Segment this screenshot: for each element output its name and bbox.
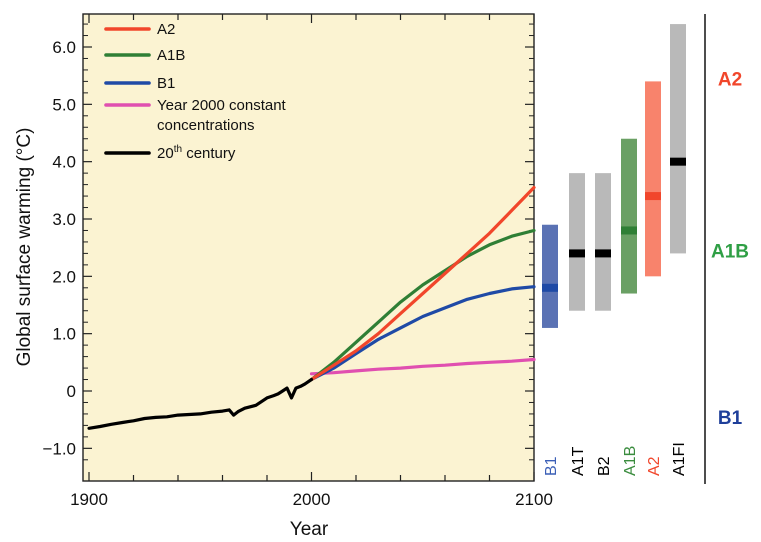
- x-tick-label: 2100: [515, 490, 553, 509]
- y-axis-label: Global surface warming (°C): [14, 128, 35, 367]
- side-label-b1: B1: [718, 408, 743, 429]
- x-tick-label: 1900: [70, 490, 108, 509]
- y-tick-label: 0: [67, 382, 76, 401]
- range-label-a1t: A1T: [570, 446, 587, 476]
- range-label-a1fi: A1FI: [671, 442, 688, 476]
- range-best-b2: [595, 249, 611, 258]
- y-tick-label: 3.0: [52, 210, 76, 229]
- range-bar-a2: [645, 81, 661, 277]
- series-line-b1: [309, 285, 536, 382]
- y-tick-label: 2.0: [52, 267, 76, 286]
- legend-label-sup: th: [174, 144, 182, 155]
- range-best-b1: [542, 283, 558, 292]
- series-line-a1b: [309, 228, 536, 382]
- range-bar-a1b: [621, 138, 637, 294]
- range-bar-b1: [542, 224, 558, 328]
- legend-label: Year 2000 constant: [157, 97, 287, 114]
- legend-label: A2: [157, 21, 175, 38]
- range-bar-b2: [595, 173, 611, 311]
- side-label-a1b: A1B: [711, 242, 749, 263]
- y-tick-label: 6.0: [52, 38, 76, 57]
- legend-label: 20th century: [157, 144, 236, 162]
- y-tick-label: 5.0: [52, 95, 76, 114]
- range-label-b2: B2: [596, 456, 613, 476]
- y-tick-label: 1.0: [52, 325, 76, 344]
- range-label-a1b: A1B: [622, 446, 639, 476]
- x-axis-label: Year: [290, 519, 329, 540]
- range-best-a1fi: [670, 157, 686, 166]
- legend-label: A1B: [157, 47, 185, 64]
- range-bar-a1t: [569, 173, 585, 311]
- legend-label-rest: century: [182, 145, 236, 162]
- y-tick-label: 4.0: [52, 153, 76, 172]
- series-line-20th-century: [87, 377, 314, 430]
- range-label-b1: B1: [543, 456, 560, 476]
- series-line-a2: [309, 185, 536, 382]
- series-line-year-2000-constant-concentrations: [309, 357, 536, 376]
- range-best-a1b: [621, 226, 637, 235]
- side-label-a2: A2: [718, 70, 742, 91]
- legend-label-line2: concentrations: [157, 117, 255, 134]
- y-tick-label: −1.0: [42, 439, 76, 458]
- legend-label: B1: [157, 75, 175, 92]
- plot-area: [82, 13, 535, 482]
- range-label-a2: A2: [646, 456, 663, 476]
- range-best-a1t: [569, 249, 585, 258]
- range-best-a2: [645, 192, 661, 201]
- range-bar-a1fi: [670, 24, 686, 254]
- x-tick-label: 2000: [293, 490, 331, 509]
